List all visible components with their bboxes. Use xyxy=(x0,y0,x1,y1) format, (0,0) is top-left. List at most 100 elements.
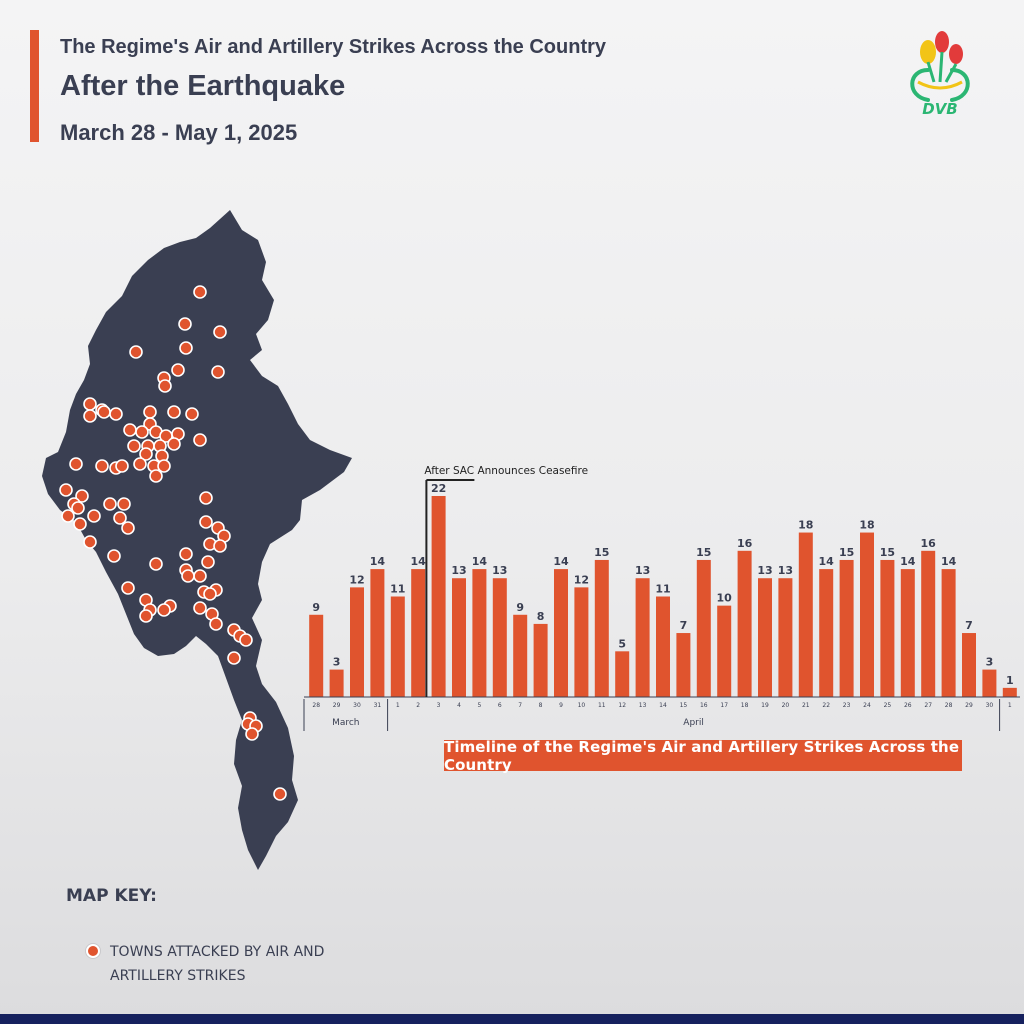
town-marker xyxy=(139,609,153,623)
town-marker xyxy=(113,511,127,525)
chart-bar xyxy=(962,633,976,697)
x-tick-label: 30 xyxy=(353,702,361,709)
town-marker xyxy=(117,497,131,511)
town-marker xyxy=(103,497,117,511)
chart-bar xyxy=(676,633,691,697)
town-marker xyxy=(209,617,223,631)
page-title: The Regime's Air and Artillery Strikes A… xyxy=(60,36,607,58)
bar-value-label: 18 xyxy=(859,519,874,532)
map-key-title: MAP KEY: xyxy=(66,886,157,906)
month-label: April xyxy=(683,718,704,728)
x-tick-label: 21 xyxy=(802,702,810,709)
chart-bar xyxy=(717,605,732,697)
town-marker xyxy=(115,459,129,473)
town-marker xyxy=(83,535,97,549)
bar-value-label: 16 xyxy=(737,537,753,550)
page-subtitle: After the Earthquake xyxy=(60,70,346,102)
bar-value-label: 10 xyxy=(717,592,733,605)
town-marker xyxy=(179,341,193,355)
bar-value-label: 22 xyxy=(431,482,446,495)
x-tick-label: 29 xyxy=(965,702,973,709)
town-marker xyxy=(59,483,73,497)
town-marker xyxy=(109,407,123,421)
town-marker xyxy=(211,365,225,379)
x-tick-label: 30 xyxy=(986,702,994,709)
ceasefire-annotation: After SAC Announces Ceasefire xyxy=(424,465,588,477)
bar-value-label: 16 xyxy=(921,537,937,550)
town-marker xyxy=(133,457,147,471)
town-marker xyxy=(157,603,171,617)
date-range: March 28 - May 1, 2025 xyxy=(60,120,298,145)
town-marker xyxy=(75,489,89,503)
town-marker xyxy=(193,569,207,583)
bar-value-label: 7 xyxy=(965,619,973,632)
town-marker xyxy=(83,409,97,423)
town-marker xyxy=(71,501,85,515)
chart-bar xyxy=(880,559,895,697)
bar-value-label: 14 xyxy=(819,555,835,568)
town-marker xyxy=(61,509,75,523)
chart-bar xyxy=(921,550,936,697)
bar-value-label: 13 xyxy=(451,564,466,577)
x-tick-label: 11 xyxy=(598,702,606,709)
x-tick-label: 27 xyxy=(924,702,932,709)
x-tick-label: 8 xyxy=(539,702,543,709)
bar-value-label: 15 xyxy=(594,546,609,559)
chart-bar xyxy=(798,532,813,697)
x-tick-label: 24 xyxy=(863,702,871,709)
bar-value-label: 14 xyxy=(411,555,427,568)
bar-value-label: 7 xyxy=(680,619,688,632)
town-marker xyxy=(69,457,83,471)
map-country-shape xyxy=(42,210,352,870)
bar-value-label: 11 xyxy=(655,583,670,596)
town-marker xyxy=(135,425,149,439)
town-marker xyxy=(121,581,135,595)
month-label: March xyxy=(332,718,359,728)
chart-bar xyxy=(492,578,507,697)
title-accent-bar xyxy=(30,30,39,142)
chart-bar xyxy=(941,569,956,697)
x-tick-label: 23 xyxy=(843,702,851,709)
x-tick-label: 3 xyxy=(437,702,441,709)
x-tick-label: 28 xyxy=(945,702,953,709)
town-marker xyxy=(199,515,213,529)
chart-bar xyxy=(839,559,854,697)
town-marker xyxy=(245,727,259,741)
chart-bar xyxy=(982,669,997,697)
x-tick-label: 12 xyxy=(618,702,626,709)
town-marker xyxy=(199,491,213,505)
chart-bar xyxy=(819,569,834,697)
x-tick-label: 14 xyxy=(659,702,667,709)
town-marker xyxy=(107,549,121,563)
town-marker xyxy=(239,633,253,647)
town-marker xyxy=(129,345,143,359)
logo-text: DVB xyxy=(922,100,958,118)
bar-value-label: 13 xyxy=(635,564,650,577)
town-marker xyxy=(193,433,207,447)
bar-value-label: 13 xyxy=(778,564,793,577)
town-marker xyxy=(227,651,241,665)
x-tick-label: 9 xyxy=(559,702,563,709)
town-marker xyxy=(203,587,217,601)
town-marker xyxy=(171,363,185,377)
bar-value-label: 5 xyxy=(618,637,626,650)
town-marker xyxy=(185,407,199,421)
x-tick-label: 1 xyxy=(1008,702,1012,709)
town-marker xyxy=(201,555,215,569)
town-marker xyxy=(123,423,137,437)
chart-bar xyxy=(350,587,364,697)
x-tick-label: 17 xyxy=(720,702,728,709)
x-tick-label: 22 xyxy=(822,702,830,709)
town-marker xyxy=(179,547,193,561)
town-marker xyxy=(139,447,153,461)
x-tick-label: 13 xyxy=(639,702,647,709)
chart-bar xyxy=(778,578,793,697)
bar-value-label: 14 xyxy=(900,555,916,568)
town-marker xyxy=(149,557,163,571)
chart-bar xyxy=(431,496,446,697)
dvb-logo: DVB xyxy=(910,31,970,118)
bar-value-label: 15 xyxy=(880,546,895,559)
town-marker xyxy=(213,539,227,553)
x-tick-label: 5 xyxy=(477,702,481,709)
town-marker xyxy=(97,405,111,419)
